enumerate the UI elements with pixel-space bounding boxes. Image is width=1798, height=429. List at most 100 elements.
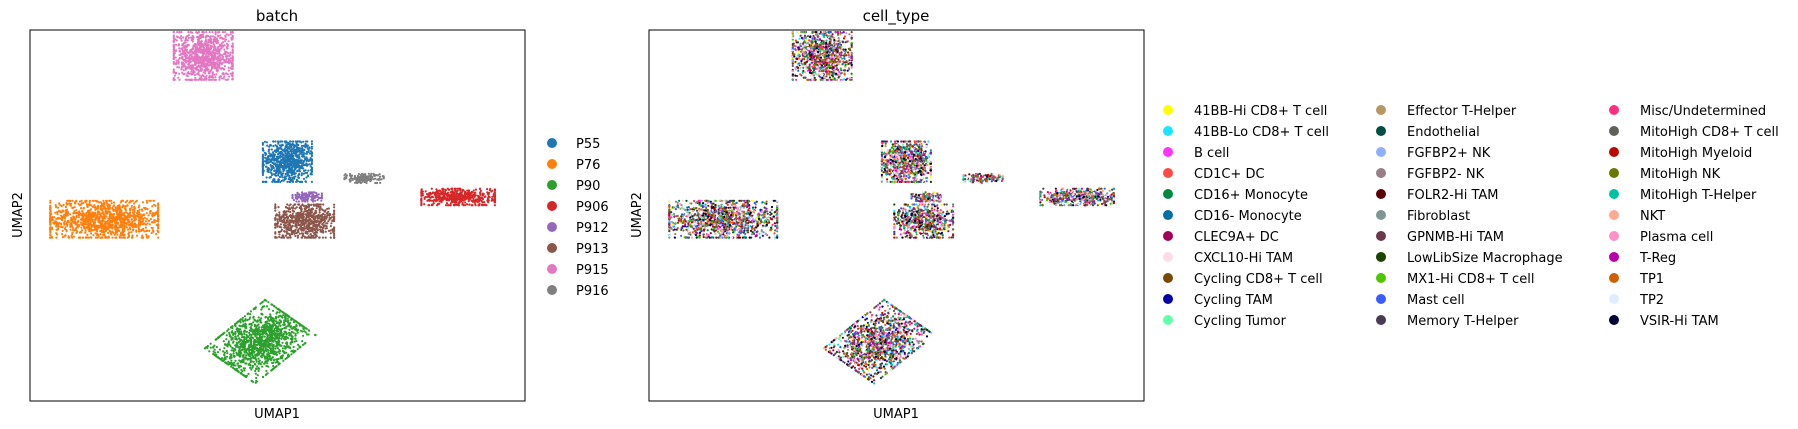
point [266,359,269,362]
point [90,204,93,207]
point [268,355,271,358]
point [69,228,72,231]
point [314,230,317,233]
point [274,326,277,329]
point [245,354,248,357]
point [228,335,231,338]
point [313,218,316,221]
series-p90 [203,298,317,384]
point [278,337,281,340]
point [133,215,136,218]
point [274,149,277,152]
point [253,351,256,354]
point [280,217,283,220]
point [304,327,308,330]
point [113,220,116,223]
point [234,364,237,367]
point [120,199,123,202]
point [294,228,297,231]
point [260,352,263,355]
point [306,230,309,233]
point [456,189,459,192]
point [294,172,297,175]
point [283,147,287,150]
point [264,156,267,159]
point [310,159,313,162]
point [219,357,222,361]
point [59,211,62,214]
point [303,152,306,155]
point [126,199,129,202]
point [114,222,117,225]
point [122,214,125,217]
point [256,320,259,323]
point [145,233,148,236]
point [125,217,128,220]
point [257,369,260,372]
point [285,210,288,213]
point [314,220,318,224]
point [266,144,269,147]
point [224,361,227,364]
point [297,217,300,220]
point [294,337,297,340]
point [268,323,271,326]
point [275,157,279,160]
point [278,311,281,314]
point [143,216,146,219]
point [280,173,283,177]
point [100,205,103,208]
point [441,197,444,200]
point [272,347,275,350]
point [174,43,178,46]
point [493,189,496,192]
point [49,199,52,202]
point [469,197,472,200]
point [283,345,286,348]
point [260,330,263,333]
point [229,72,232,75]
point [175,39,178,42]
point [89,208,93,211]
series-p912 [291,191,323,203]
point [491,189,494,192]
point [140,236,143,239]
point [70,221,73,224]
point [265,165,268,168]
point [272,364,275,368]
point [230,349,233,352]
point [307,151,310,154]
point [92,234,95,237]
point [267,328,270,331]
point [460,198,463,201]
point [91,205,94,208]
point [314,199,317,202]
point [446,187,449,190]
point [135,212,139,215]
point [290,144,293,148]
point [236,329,239,332]
point [251,365,254,368]
point [97,233,100,236]
point [218,348,221,351]
point [286,203,289,206]
point [131,234,134,237]
point [290,334,293,337]
point [265,176,268,179]
point [238,337,241,340]
point [256,327,259,330]
point [329,229,332,232]
point [215,345,218,349]
point [111,207,114,210]
point [292,327,295,330]
point [266,324,269,327]
point [286,152,289,155]
point [102,228,105,231]
point [49,223,52,226]
point [272,145,275,148]
point [84,200,87,203]
point [64,206,67,209]
point [279,146,282,149]
point [316,193,319,197]
point [290,353,293,356]
